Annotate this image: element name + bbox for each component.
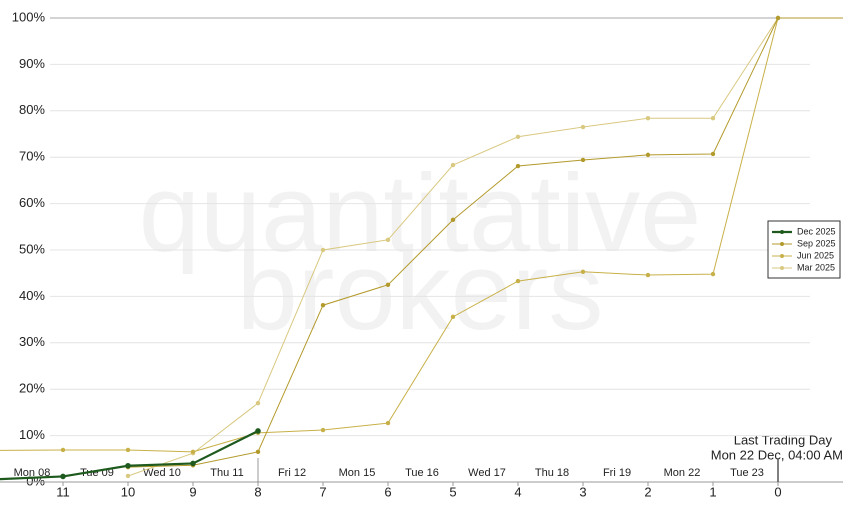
- x-tick-label: 3: [579, 484, 586, 499]
- legend: Dec 2025 Sep 2025 Jun 2025 Mar 2025: [767, 220, 841, 279]
- series-point: [320, 247, 326, 253]
- date-label: Mon 22: [664, 467, 701, 479]
- y-tick-label: 70%: [19, 149, 45, 164]
- date-label: Wed 17: [468, 467, 506, 479]
- x-tick-label: 2: [644, 484, 651, 499]
- series-point: [255, 449, 261, 455]
- series-point: [645, 152, 651, 158]
- x-tick-label: 11: [56, 484, 70, 499]
- series-line: [0, 17, 843, 453]
- y-tick-label: 80%: [19, 102, 45, 117]
- series-point: [385, 420, 391, 426]
- annotation: Mon 22 Dec, 04:00 AM: [711, 447, 843, 462]
- x-tick-label: 8: [254, 484, 261, 499]
- legend-label: Dec 2025: [797, 226, 836, 236]
- series-point: [710, 271, 716, 277]
- legend-swatch: [780, 242, 784, 246]
- x-tick-label: 5: [449, 484, 456, 499]
- x-tick-label: 4: [514, 484, 521, 499]
- legend-swatch: [780, 266, 784, 270]
- watermark: brokers: [237, 230, 604, 353]
- series-point: [580, 269, 586, 275]
- date-label: Tue 16: [405, 467, 439, 479]
- series-point: [450, 217, 456, 223]
- date-label: Thu 11: [210, 467, 243, 479]
- series-point: [580, 157, 586, 163]
- series-point: [450, 314, 456, 320]
- series-point: [710, 151, 716, 157]
- series-point: [125, 447, 131, 453]
- annotation: Last Trading Day: [734, 432, 833, 447]
- watermark: quantitative: [139, 152, 702, 275]
- legend-label: Jun 2025: [797, 250, 834, 260]
- x-tick-label: 1: [709, 484, 716, 499]
- series-point: [60, 473, 66, 480]
- series-point: [515, 278, 521, 284]
- date-label: Mon 08: [14, 467, 51, 479]
- x-tick-label: 10: [121, 484, 135, 499]
- date-label: Mon 15: [339, 467, 376, 479]
- legend-swatch: [780, 254, 784, 258]
- series-line: [127, 17, 843, 468]
- series-point: [450, 162, 456, 168]
- series-point: [320, 303, 326, 308]
- y-tick-label: 50%: [19, 241, 45, 256]
- series-point: [515, 163, 521, 169]
- legend-label: Mar 2025: [797, 262, 835, 272]
- y-tick-label: 10%: [19, 427, 45, 442]
- x-tick-label: 7: [319, 484, 326, 499]
- x-tick-label: 9: [189, 484, 196, 499]
- date-label: Tue 23: [730, 467, 764, 479]
- series-point: [125, 473, 131, 479]
- y-tick-label: 60%: [19, 195, 45, 210]
- series-point: [710, 116, 716, 121]
- legend-swatch: [780, 230, 784, 234]
- series-line: [127, 17, 843, 477]
- y-tick-label: 40%: [19, 288, 45, 303]
- series-point: [125, 462, 131, 469]
- y-tick-label: 30%: [19, 334, 45, 349]
- series-point: [515, 134, 521, 139]
- date-label: Thu 18: [535, 467, 569, 479]
- series-point: [255, 428, 261, 434]
- series-point: [645, 116, 651, 121]
- series-point: [190, 460, 196, 467]
- series-point: [60, 447, 66, 453]
- date-label: Fri 19: [603, 467, 631, 479]
- series-point: [580, 124, 586, 130]
- series-point: [385, 282, 391, 287]
- legend-label: Sep 2025: [797, 238, 836, 248]
- y-tick-label: 90%: [19, 56, 45, 71]
- series-point: [190, 449, 196, 455]
- series-point: [385, 237, 391, 242]
- y-tick-label: 20%: [19, 381, 45, 396]
- x-tick-label: 0: [774, 484, 781, 499]
- series-point: [255, 400, 261, 406]
- x-tick-label: 6: [384, 484, 391, 499]
- series-point: [645, 272, 651, 278]
- series-point: [320, 427, 326, 433]
- series-point: [775, 15, 781, 21]
- date-label: Fri 12: [278, 467, 306, 479]
- date-label: Wed 10: [143, 467, 181, 479]
- y-tick-label: 100%: [12, 9, 46, 24]
